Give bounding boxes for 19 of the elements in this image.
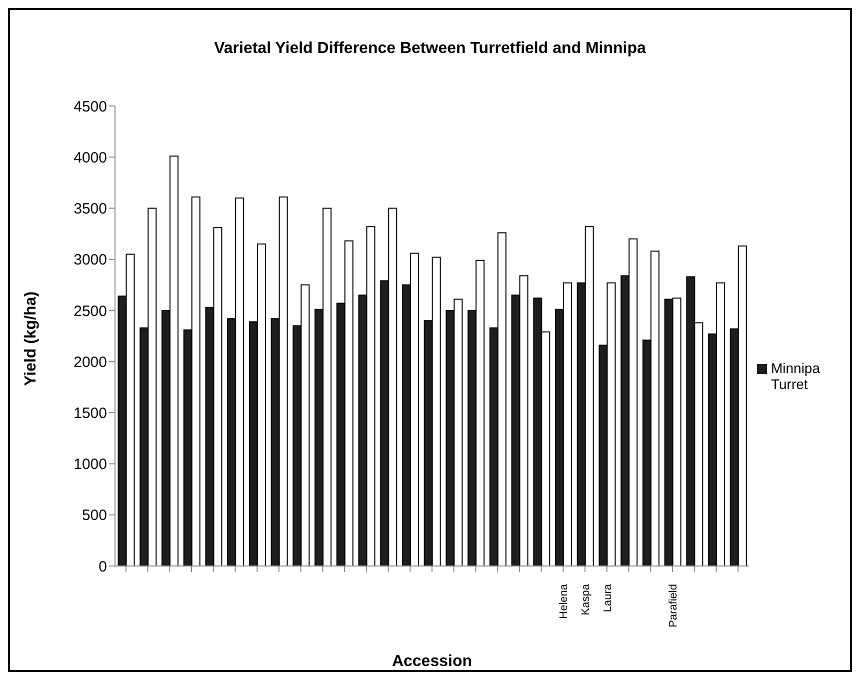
legend-label: Minnipa xyxy=(770,360,820,376)
y-tick-label: 4000 xyxy=(74,149,107,166)
y-tick-label: 1000 xyxy=(74,456,107,474)
series-label: Turret xyxy=(770,376,808,392)
chart-title: Varietal Yield Difference Between Turretfield and Minnipa xyxy=(213,40,647,58)
y-tick-label: 2000 xyxy=(74,354,107,371)
y-tick-label: 3000 xyxy=(74,252,107,269)
x-tick-label: Parafield xyxy=(667,584,680,628)
x-tick-label: Laura xyxy=(602,583,614,612)
y-tick-label: 0 xyxy=(98,558,107,576)
x-tick-label: Kaspa xyxy=(580,583,592,616)
x-axis-title: Accession xyxy=(392,653,472,670)
y-tick-label: 500 xyxy=(82,507,107,524)
y-axis-title: Yield (kg/ha) xyxy=(22,291,40,386)
y-tick-label: 2500 xyxy=(74,302,107,320)
y-tick-label: 3500 xyxy=(74,200,107,218)
x-tick-label: Helena xyxy=(558,583,570,619)
y-tick-label: 4500 xyxy=(74,98,107,116)
y-tick-label: 1500 xyxy=(74,404,107,422)
